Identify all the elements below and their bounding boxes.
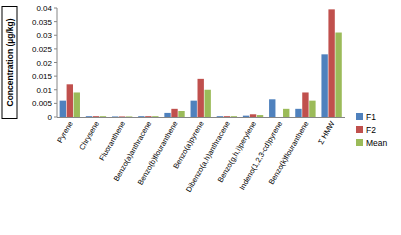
y-axis-label: Concentration (µg/kg)	[5, 18, 15, 106]
bar	[309, 101, 315, 117]
bar	[93, 116, 99, 117]
y-label-box	[2, 7, 17, 119]
y-tick	[54, 89, 57, 90]
bar	[283, 109, 289, 117]
x-tick-label: Benzo(k)flouranthene	[267, 120, 311, 187]
bar	[138, 116, 144, 117]
x-axis-line	[57, 117, 345, 118]
y-tick-label: 0.005	[32, 99, 53, 108]
x-tick-label: Benzo(b)flouranthene	[136, 120, 180, 187]
legend-label: F2	[366, 125, 376, 135]
bar	[302, 92, 308, 117]
bar	[204, 90, 210, 117]
y-tick	[54, 35, 57, 36]
x-tick-label: Fluoranthene	[97, 120, 127, 163]
bar	[164, 113, 170, 117]
y-tick	[54, 21, 57, 22]
bar	[191, 101, 197, 117]
bar	[231, 116, 237, 117]
y-tick-label: 0.04	[36, 4, 52, 13]
legend-label: Mean	[366, 138, 388, 148]
y-tick	[54, 48, 57, 49]
bar	[198, 79, 204, 117]
y-tick-label: 0.015	[32, 72, 53, 81]
y-tick	[54, 62, 57, 63]
y-tick-label: 0	[48, 113, 53, 122]
bar	[145, 116, 151, 117]
bar	[295, 109, 301, 117]
chart-svg: 0 0.005 0.01 0.015 0.02 0.025 0.03 0.035 0.04 Pyr…	[0, 0, 401, 235]
x-tick-label: Dibenzo(a,h)anthracene	[184, 120, 232, 194]
y-tick-label: 0.02	[36, 59, 52, 68]
y-tick-label: 0.035	[32, 18, 53, 27]
bar	[224, 116, 230, 117]
legend-label: F1	[366, 112, 376, 122]
y-tick	[54, 103, 57, 104]
bar	[112, 116, 118, 117]
bar	[276, 117, 282, 118]
bar	[152, 116, 158, 117]
y-tick	[54, 8, 57, 9]
y-tick	[54, 117, 57, 118]
y-tick-label: 0.01	[36, 86, 52, 95]
bar	[321, 54, 327, 117]
bar	[171, 109, 177, 117]
bar	[126, 116, 132, 117]
bar	[60, 101, 66, 117]
bar	[178, 111, 184, 117]
legend-swatch	[356, 113, 363, 120]
x-tick-label: Chrysene	[77, 120, 101, 152]
bar	[67, 84, 73, 117]
bar	[74, 92, 80, 117]
bar	[335, 33, 341, 117]
y-tick-label: 0.03	[36, 31, 52, 40]
bar	[119, 116, 125, 117]
bar	[269, 99, 275, 117]
chart-root: 0 0.005 0.01 0.015 0.02 0.025 0.03 0.035 0.04 Pyr…	[0, 0, 401, 235]
bar	[250, 114, 256, 117]
bar	[100, 116, 106, 117]
legend-swatch	[356, 139, 363, 146]
legend-swatch	[356, 126, 363, 133]
bar	[257, 115, 263, 117]
x-tick-label: Pyrene	[55, 120, 75, 145]
y-tick	[54, 76, 57, 77]
x-tick-label: Σ HMW	[316, 119, 337, 146]
bar	[243, 116, 249, 117]
bars	[60, 9, 342, 117]
y-tick-label: 0.025	[32, 45, 53, 54]
bar	[328, 9, 334, 117]
bar	[217, 116, 223, 117]
bar	[86, 116, 92, 117]
